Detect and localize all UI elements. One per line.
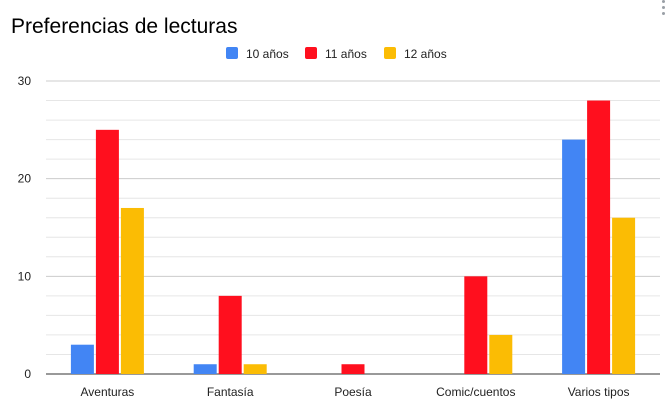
legend-item[interactable]: 12 años — [384, 47, 447, 61]
bar[interactable] — [95, 129, 119, 374]
x-tick-label: Poesía — [334, 385, 372, 399]
bar[interactable] — [464, 276, 488, 374]
legend-swatch — [384, 47, 396, 59]
more-vertical-icon[interactable] — [658, 0, 668, 16]
bar[interactable] — [120, 207, 144, 374]
bar[interactable] — [243, 364, 267, 374]
bars — [70, 100, 636, 375]
y-axis-ticks: 0 10 20 30 — [18, 74, 32, 381]
bar[interactable] — [489, 334, 513, 374]
chart-legend: 10 años 11 años 12 años — [226, 47, 447, 61]
bar[interactable] — [612, 217, 636, 374]
x-axis-ticks: Aventuras Fantasía Poesía Comic/cuentos Vari… — [80, 385, 629, 399]
y-tick-label: 10 — [18, 269, 32, 283]
chart-title: Preferencias de lecturas — [11, 15, 237, 38]
legend-label: 11 años — [325, 47, 367, 61]
x-tick-label: Fantasía — [207, 385, 254, 399]
bar[interactable] — [587, 100, 611, 375]
y-tick-label: 20 — [18, 172, 32, 186]
bar[interactable] — [218, 295, 242, 374]
legend-label: 10 años — [246, 47, 289, 61]
y-tick-label: 0 — [24, 367, 31, 381]
grid-lines — [46, 80, 660, 375]
legend-label: 12 años — [404, 47, 447, 61]
bar[interactable] — [70, 344, 94, 374]
y-tick-label: 30 — [18, 74, 32, 88]
legend-item[interactable]: 11 años — [305, 47, 367, 61]
legend-item[interactable]: 10 años — [226, 47, 289, 61]
bar[interactable] — [341, 364, 365, 374]
x-tick-label: Varios tipos — [568, 385, 630, 399]
bar[interactable] — [562, 139, 586, 374]
bar[interactable] — [193, 364, 217, 374]
x-tick-label: Aventuras — [80, 385, 134, 399]
legend-swatch — [226, 47, 238, 59]
legend-swatch — [305, 47, 317, 59]
x-tick-label: Comic/cuentos — [436, 385, 515, 399]
